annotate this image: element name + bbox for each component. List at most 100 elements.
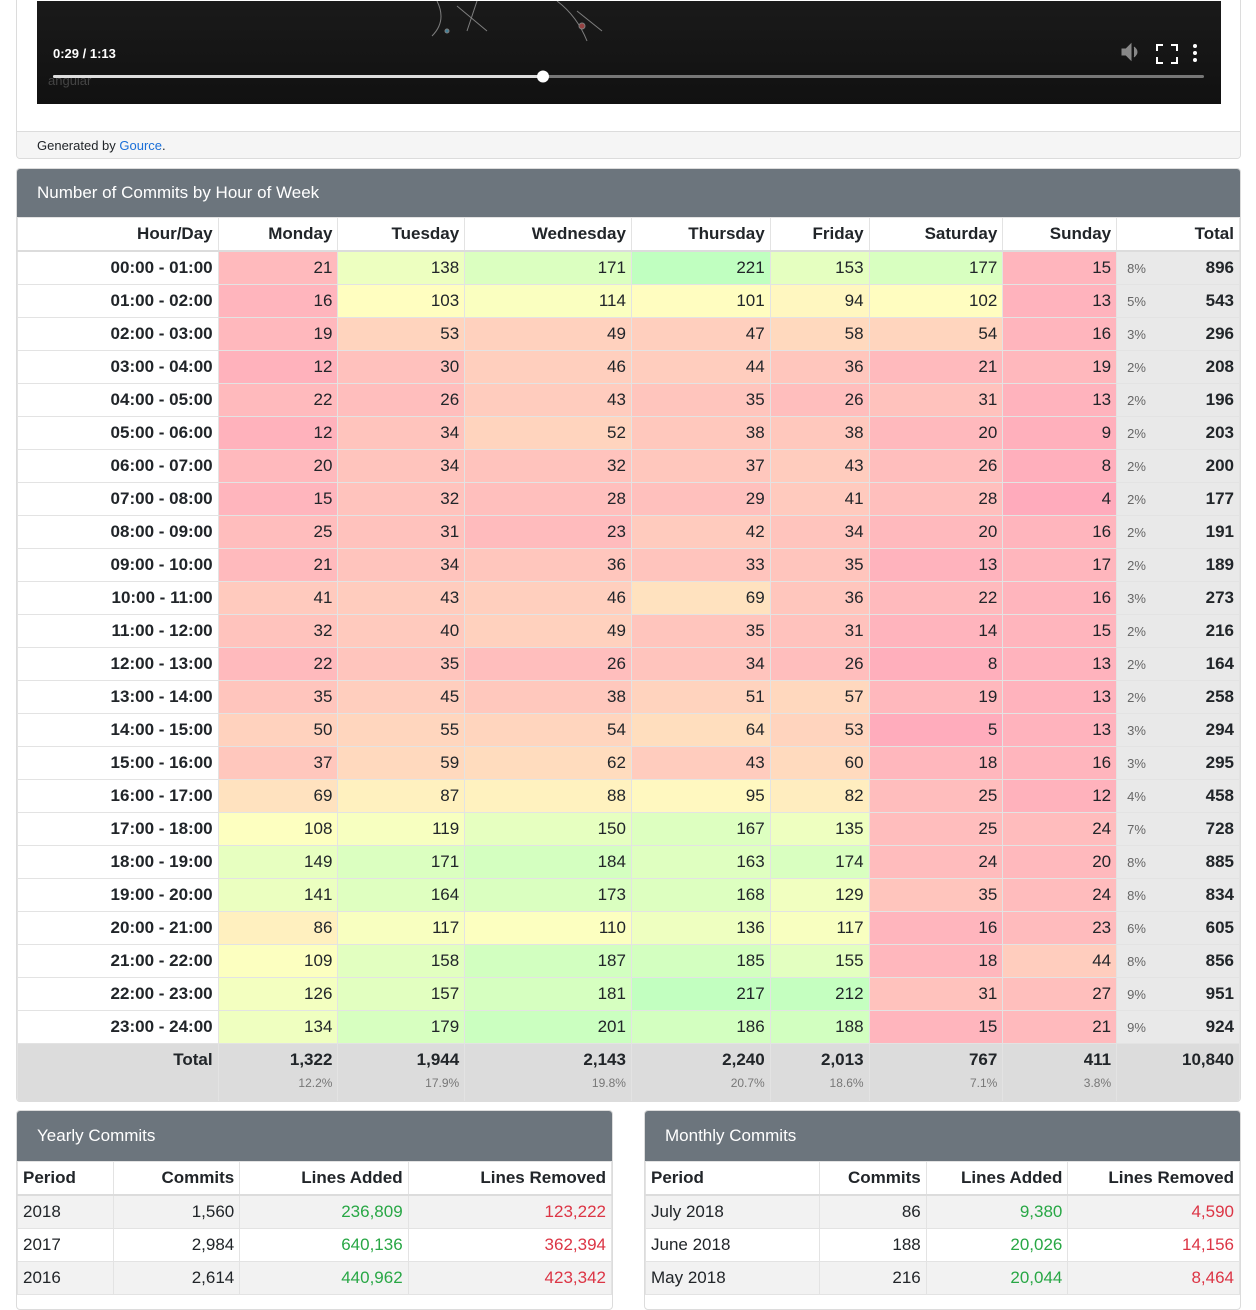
- hour-label: 09:00 - 10:00: [17, 548, 219, 582]
- commit-count: 19: [217, 317, 339, 351]
- commit-count: 41: [769, 482, 870, 516]
- period-row: July 2018 86 9,380 4,590: [645, 1194, 1240, 1229]
- hour-row: 06:00 - 07:00 20 34 32 37 43 26 8 2% 200: [17, 449, 1240, 483]
- commit-count: 26: [769, 647, 870, 681]
- commit-count: 163: [630, 845, 771, 879]
- commit-count: 44: [630, 350, 771, 384]
- commit-count: 38: [769, 416, 870, 450]
- commit-count: 54: [464, 713, 632, 747]
- commit-count: 173: [464, 878, 632, 912]
- commit-count: 164: [337, 878, 466, 912]
- commit-count: 22: [217, 647, 339, 681]
- hour-label: 06:00 - 07:00: [17, 449, 219, 483]
- column-header: Lines Added: [239, 1161, 409, 1196]
- commit-count: 35: [630, 383, 771, 417]
- commit-count: 49: [464, 317, 632, 351]
- hour-row: 08:00 - 09:00 25 31 23 42 34 20 16 2% 191: [17, 515, 1240, 549]
- commit-count: 38: [464, 680, 632, 714]
- row-percent: 2%: [1116, 383, 1167, 417]
- row-total: 834: [1166, 878, 1240, 912]
- commit-count: 117: [769, 911, 870, 945]
- commit-count: 110: [464, 911, 632, 945]
- commit-count: 117: [337, 911, 466, 945]
- commit-count: 34: [630, 647, 771, 681]
- commit-count: 34: [769, 515, 870, 549]
- commit-count: 95: [630, 779, 771, 813]
- fullscreen-button[interactable]: [1156, 44, 1178, 64]
- commit-count: 38: [630, 416, 771, 450]
- commit-count: 12: [1002, 779, 1118, 813]
- commit-count: 35: [217, 680, 339, 714]
- period: June 2018: [645, 1228, 821, 1262]
- commit-count: 12: [217, 416, 339, 450]
- commit-count: 119: [337, 812, 466, 846]
- column-header: Thursday: [630, 217, 771, 252]
- commit-count: 20: [1002, 845, 1118, 879]
- menu-button[interactable]: [1193, 44, 1197, 62]
- commit-count: 46: [464, 581, 632, 615]
- commit-count: 43: [769, 449, 870, 483]
- hourly-card: Number of Commits by Hour of Week Hour/D…: [16, 168, 1241, 1102]
- hour-row: 22:00 - 23:00 126 157 181 217 212 31 27 9% 951: [17, 977, 1240, 1011]
- row-percent: 8%: [1116, 944, 1167, 978]
- row-total: 728: [1166, 812, 1240, 846]
- row-total: 177: [1166, 482, 1240, 516]
- period-row: 2017 2,984 640,136 362,394: [17, 1228, 612, 1262]
- commit-count: 26: [337, 383, 466, 417]
- commit-count: 184: [464, 845, 632, 879]
- commit-count: 40: [337, 614, 466, 648]
- hour-row: 00:00 - 01:00 21 138 171 221 153 177 15 8% 896: [17, 250, 1240, 285]
- row-percent: 2%: [1116, 680, 1167, 714]
- column-total-value: 2,013: [821, 1050, 864, 1069]
- column-total-value: 2,240: [722, 1050, 765, 1069]
- card-footer: Generated by Gource.: [17, 131, 1240, 158]
- commit-count: 108: [217, 812, 339, 846]
- row-total: 885: [1166, 845, 1240, 879]
- commit-count: 15: [868, 1010, 1004, 1044]
- hour-label: 23:00 - 24:00: [17, 1010, 219, 1044]
- commit-count: 37: [630, 449, 771, 483]
- commit-count: 171: [464, 250, 632, 285]
- lines-added: 440,962: [239, 1261, 409, 1295]
- column-header: Period: [17, 1161, 114, 1196]
- commit-count: 168: [630, 878, 771, 912]
- commit-count: 18: [868, 944, 1004, 978]
- row-total: 924: [1166, 1010, 1240, 1044]
- commit-count: 31: [769, 614, 870, 648]
- commit-count: 69: [630, 581, 771, 615]
- commit-count: 186: [630, 1010, 771, 1044]
- column-header: Commits: [819, 1161, 927, 1196]
- hour-label: 07:00 - 08:00: [17, 482, 219, 516]
- volume-button[interactable]: [1121, 42, 1138, 62]
- hour-label: 10:00 - 11:00: [17, 581, 219, 615]
- commit-count: 15: [1002, 614, 1118, 648]
- column-total-value: 1,944: [416, 1050, 460, 1069]
- video-player[interactable]: 0:29 / 1:13 angular: [37, 1, 1221, 104]
- commit-count: 14: [868, 614, 1004, 648]
- progress-knob[interactable]: [537, 70, 549, 83]
- lines-removed: 362,394: [407, 1228, 612, 1262]
- yearly-card: Yearly Commits Period Commits Lines Added L…: [16, 1110, 613, 1310]
- commit-count: 12: [217, 350, 339, 384]
- lines-added: 20,026: [925, 1228, 1069, 1262]
- credit-link[interactable]: Gource: [119, 138, 163, 153]
- hour-row: 21:00 - 22:00 109 158 187 185 155 18 44 8% 856: [17, 944, 1240, 978]
- column-total-percent: 19.8%: [591, 1076, 626, 1090]
- commit-count: 27: [1002, 977, 1118, 1011]
- video-time: 0:29 / 1:13: [53, 46, 116, 61]
- row-total: 856: [1166, 944, 1240, 978]
- column-header: Lines Added: [925, 1161, 1069, 1196]
- period: 2016: [17, 1261, 114, 1295]
- commit-count: 35: [868, 878, 1004, 912]
- row-total: 273: [1166, 581, 1240, 615]
- commit-count: 52: [464, 416, 632, 450]
- lines-added: 236,809: [239, 1194, 409, 1229]
- commit-count: 37: [217, 746, 339, 780]
- commit-count: 5: [868, 713, 1004, 747]
- commit-count: 16: [868, 911, 1004, 945]
- hour-row: 07:00 - 08:00 15 32 28 29 41 28 4 2% 177: [17, 482, 1240, 516]
- commit-count: 20: [217, 449, 339, 483]
- period: 2018: [17, 1194, 114, 1229]
- column-header: Friday: [769, 217, 870, 252]
- commit-count: 16: [1002, 746, 1118, 780]
